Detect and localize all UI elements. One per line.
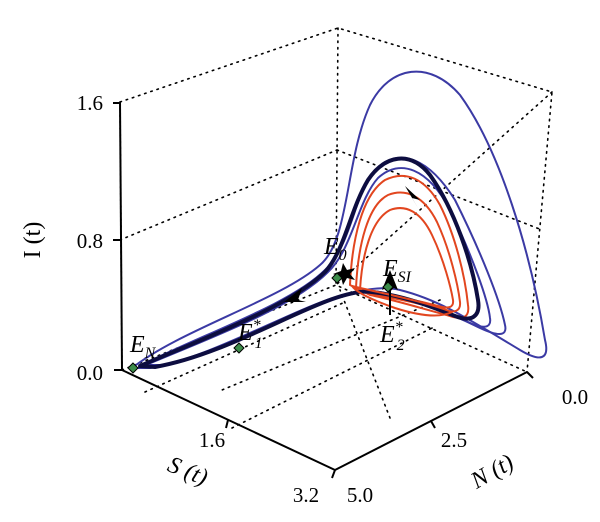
star-icon (333, 263, 355, 285)
equilibrium-marker (233, 342, 245, 354)
equilibrium-markers (127, 272, 395, 374)
x-tick-label: 3.2 (293, 483, 319, 507)
equilibrium-marker (127, 362, 139, 374)
arrow-upper-icon (405, 186, 420, 208)
equilibrium-labels: EN E* 1 E0 ESI E* 2 (129, 234, 412, 362)
trajectory-outer (131, 70, 548, 369)
x-tick-label: 1.6 (199, 428, 225, 452)
z-tick-label: 0.8 (77, 229, 103, 253)
equilibrium-label: E* 1 (237, 317, 263, 352)
tick-labels: 1.6 0.8 0.0 1.6 3.2 5.0 2.5 0.0 (77, 91, 588, 507)
equilibrium-label: E0 (323, 234, 347, 264)
y-axis-title: N (t) (466, 450, 519, 495)
arrow-left-icon (284, 288, 306, 302)
box-dotted-edges (119, 27, 553, 429)
trajectories (131, 70, 548, 369)
equilibrium-label: E* 2 (379, 319, 405, 354)
equilibrium-label: ESI (382, 256, 412, 286)
trajectory-inner (351, 285, 453, 317)
z-axis-title: I (t) (20, 222, 46, 259)
y-tick-label: 2.5 (441, 428, 467, 452)
equilibrium-label: EN (129, 332, 157, 362)
axis-ticks (113, 102, 534, 479)
equilibrium-marker (331, 272, 343, 284)
trajectory-main (138, 156, 481, 369)
z-tick-label: 0.0 (77, 361, 103, 385)
y-tick-label: 5.0 (347, 483, 373, 507)
z-tick-label: 1.6 (77, 91, 103, 115)
y-tick-label: 0.0 (562, 385, 588, 409)
x-axis-title: S (t) (164, 452, 211, 491)
trajectory-inner (349, 175, 470, 319)
equilibrium-marker (382, 281, 394, 293)
